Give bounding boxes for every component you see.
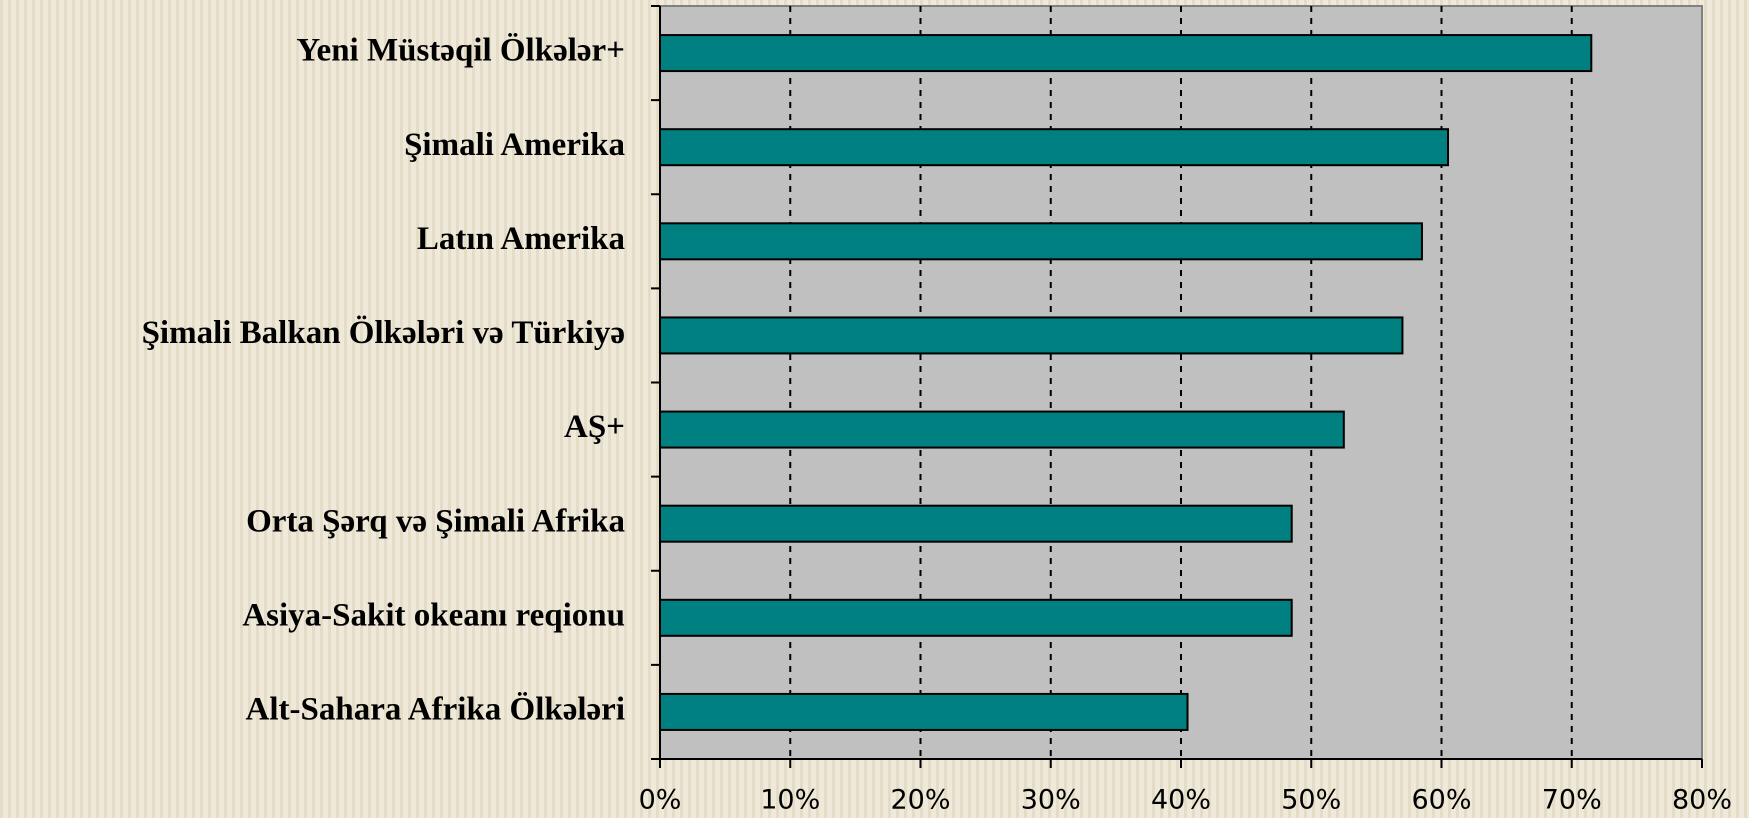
bar [659, 222, 1423, 261]
bar [659, 410, 1345, 449]
y-tick-label: AŞ+ [564, 409, 625, 445]
bar [659, 316, 1404, 355]
x-tick-label: 50% [1281, 785, 1341, 816]
y-tick-label: Alt-Sahara Afrika Ölkələri [246, 691, 625, 728]
x-tick-label: 70% [1542, 785, 1602, 816]
x-tick-label: 0% [639, 785, 682, 816]
bar [659, 692, 1189, 731]
x-tick-label: 60% [1411, 785, 1471, 816]
bar [659, 598, 1293, 637]
y-tick-label: Orta Şərq və Şimali Afrika [246, 503, 625, 539]
bar [659, 504, 1293, 543]
y-tick-label: Asiya-Sakit okeanı reqionu [242, 597, 625, 633]
y-tick-label: Şimali Balkan Ölkələri və Türkiyə [142, 314, 625, 351]
bar [659, 34, 1593, 73]
y-tick-label: Yeni Müstəqil Ölkələr+ [296, 32, 625, 69]
y-tick-label: Şimali Amerika [404, 127, 625, 163]
x-tick-label: 40% [1151, 785, 1211, 816]
x-tick-label: 10% [760, 785, 820, 816]
x-tick-label: 80% [1672, 785, 1732, 816]
y-tick-label: Latın Amerika [417, 221, 625, 257]
bar [659, 128, 1450, 167]
x-tick-label: 20% [890, 785, 950, 816]
x-tick-label: 30% [1021, 785, 1081, 816]
